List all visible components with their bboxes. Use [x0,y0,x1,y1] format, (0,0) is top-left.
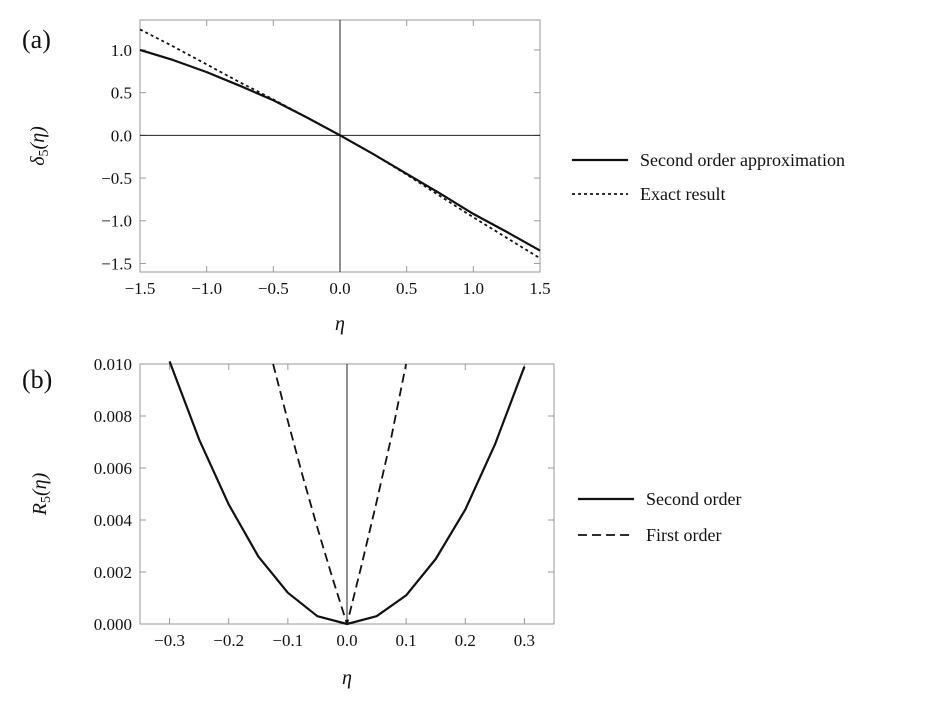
y-tick-label: −1.5 [101,254,132,273]
panel-a-label: (a) [22,25,51,54]
y-tick-label: 0.004 [94,511,133,530]
panel-b-legend: Second order First order [578,489,741,545]
x-tick-label: 0.2 [455,631,476,650]
panel-b-y-axis-label-argument: (η) [29,472,51,496]
x-tick-label: −0.5 [258,279,289,298]
panel-b: (b) −0.3 −0.2 −0.1 0.0 0.1 0.2 0.3 0.0000.0020… [22,355,741,689]
y-tick-label: 0.0 [111,126,132,145]
panel-a-series [139,28,541,260]
y-tick-label: 0.002 [94,563,132,582]
x-tick-label: −1.5 [125,279,156,298]
x-tick-label: 1.5 [529,279,550,298]
x-tick-label: −1.0 [191,279,222,298]
panel-b-label: (b) [22,365,52,394]
x-tick-label: 0.0 [336,631,357,650]
panel-a-y-tick-labels: 1.0 0.5 0.0 −0.5 −1.0 −1.5 [101,41,132,274]
y-tick-label: 0.008 [94,407,132,426]
legend-label: First order [646,525,722,545]
panel-b-y-axis-label: R5(η) [29,472,54,516]
panel-a-x-tick-labels: −1.5 −1.0 −0.5 0.0 0.5 1.0 1.5 [125,279,551,298]
x-tick-label: 0.1 [396,631,417,650]
panel-a-x-axis-label: η [335,313,345,335]
panel-a-y-axis-label-argument: (η) [27,126,49,150]
legend-label: Exact result [640,184,725,204]
panel-b-y-axis-label-main: R [29,503,51,516]
x-tick-label: 0.5 [396,279,417,298]
x-tick-label: 0.0 [329,279,350,298]
panel-a-zero-lines [140,20,540,272]
panel-a: (a) −1.5 −1.0 −0.5 0.0 0.5 1.0 1.5 1.0 0.5 0.0 −0… [22,19,845,335]
y-tick-label: 0.000 [94,615,132,634]
x-tick-label: −0.1 [272,631,303,650]
series-line-second-order-approximation [139,48,541,252]
panel-a-y-axis-label-subscript: 5 [37,149,52,156]
panel-b-x-tick-labels: −0.3 −0.2 −0.1 0.0 0.1 0.2 0.3 [154,631,535,650]
x-tick-label: 1.0 [463,279,484,298]
legend-label: Second order approximation [640,150,845,170]
y-tick-label: −0.5 [101,169,132,188]
panel-b-series [168,361,526,626]
y-tick-label: 0.010 [94,355,132,374]
panel-b-y-tick-labels: 0.000 0.002 0.004 0.006 0.008 0.010 [94,355,133,634]
panel-b-y-axis-label-subscript: 5 [39,496,54,503]
panel-a-ticks [139,20,541,272]
x-tick-label: −0.3 [154,631,185,650]
x-tick-label: 0.3 [514,631,535,650]
panel-a-y-axis-label-main: δ [27,156,49,166]
panel-a-y-axis-label: δ5(η) [27,126,52,166]
legend-label: Second order [646,489,741,509]
x-tick-label: −0.2 [213,631,244,650]
panel-a-legend: Second order approximation Exact result [572,150,845,204]
y-tick-label: 0.5 [111,84,132,103]
series-line-first-order [272,363,407,625]
panel-b-x-axis-label: η [342,667,352,689]
y-tick-label: 0.006 [94,459,132,478]
y-tick-label: −1.0 [101,212,132,231]
y-tick-label: 1.0 [111,41,132,60]
